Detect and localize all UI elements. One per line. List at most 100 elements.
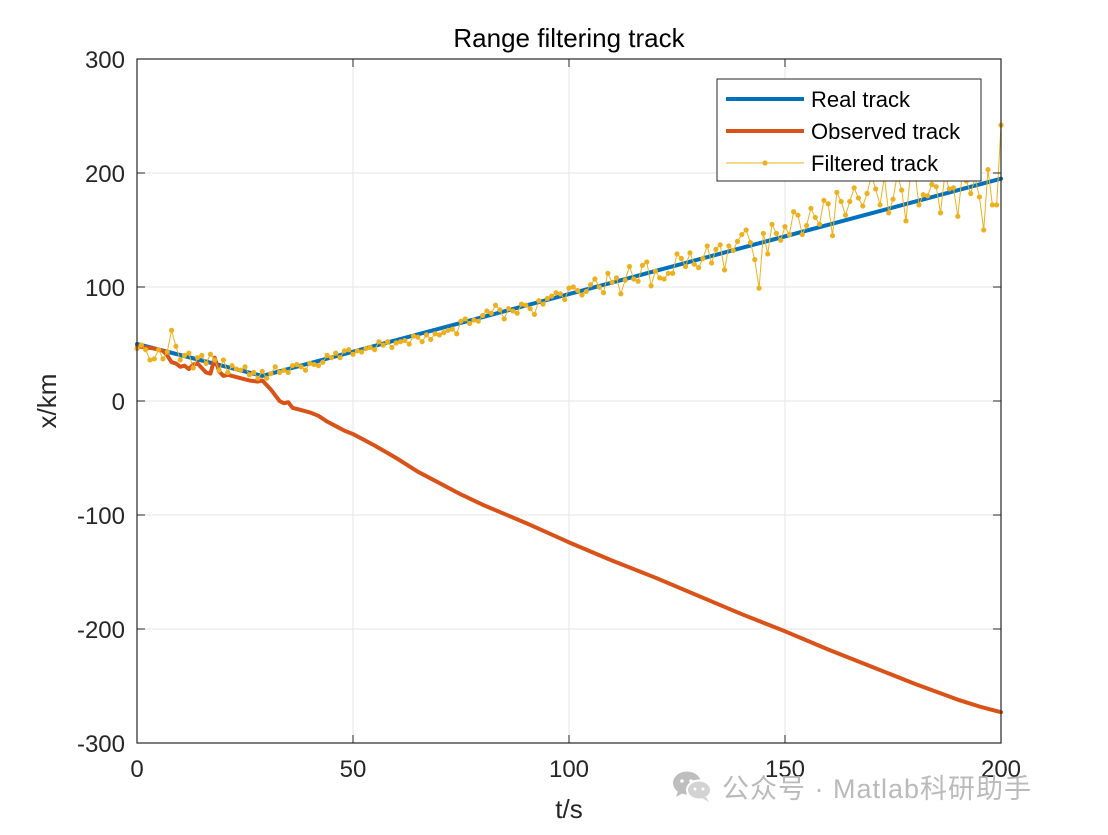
data-point-filtered-track — [847, 198, 853, 205]
x-tick-label: 150 — [765, 756, 805, 783]
data-point-filtered-track — [717, 242, 723, 248]
data-point-filtered-track — [156, 347, 162, 353]
data-point-filtered-track — [804, 222, 810, 229]
data-point-filtered-track — [415, 334, 421, 340]
data-point-filtered-track — [756, 285, 762, 291]
x-tick-label: 200 — [981, 756, 1021, 783]
legend-entry-observed-track: Observed track — [726, 119, 961, 144]
data-point-filtered-track — [376, 339, 382, 345]
tick-marks: 0 50 100 150 200 -300 -200 -100 0 100 200 300 — [77, 47, 1021, 783]
data-point-filtered-track — [229, 363, 235, 369]
data-point-filtered-track — [242, 364, 248, 370]
data-point-filtered-track — [648, 283, 654, 289]
data-point-filtered-track — [233, 366, 239, 372]
data-point-filtered-track — [994, 202, 1000, 208]
data-point-filtered-track — [346, 347, 352, 353]
data-point-filtered-track — [324, 352, 330, 358]
data-point-filtered-track — [527, 306, 533, 312]
data-point-filtered-track — [492, 302, 499, 308]
data-point-filtered-track — [851, 185, 857, 191]
data-point-filtered-track — [566, 285, 572, 291]
data-point-filtered-track — [955, 213, 961, 219]
data-point-filtered-track — [739, 231, 745, 238]
data-point-filtered-track — [726, 243, 732, 249]
legend-label-observed-track: Observed track — [811, 119, 961, 144]
data-point-filtered-track — [968, 190, 974, 197]
y-tick-label: 200 — [85, 161, 125, 188]
legend-entry-filtered-track: Filtered track — [726, 151, 939, 176]
data-point-filtered-track — [743, 227, 749, 233]
data-point-filtered-track — [773, 230, 779, 237]
data-point-filtered-track — [514, 310, 520, 316]
data-point-filtered-track — [674, 251, 680, 257]
data-point-filtered-track — [203, 360, 209, 366]
data-point-filtered-track — [713, 246, 719, 252]
data-point-filtered-track — [747, 239, 754, 246]
data-point-filtered-track — [246, 372, 252, 378]
data-point-filtered-track — [626, 263, 633, 270]
data-point-filtered-track — [393, 340, 399, 346]
data-point-filtered-track — [251, 369, 257, 376]
data-point-filtered-track — [501, 316, 507, 322]
data-point-filtered-track — [410, 333, 417, 339]
data-point-filtered-track — [981, 227, 987, 233]
data-point-filtered-track — [734, 238, 741, 244]
data-point-filtered-track — [838, 198, 844, 205]
data-point-filtered-track — [639, 262, 646, 268]
data-point-filtered-track — [212, 357, 218, 363]
data-point-filtered-track — [402, 337, 408, 344]
data-point-filtered-track — [613, 275, 620, 281]
data-point-filtered-track — [177, 357, 183, 363]
data-point-filtered-track — [886, 210, 892, 216]
data-point-filtered-track — [752, 257, 758, 263]
data-point-filtered-track — [151, 356, 157, 362]
data-point-filtered-track — [769, 221, 775, 227]
data-point-filtered-track — [389, 344, 395, 351]
data-point-filtered-track — [791, 209, 797, 215]
data-point-filtered-track — [644, 259, 650, 265]
data-point-filtered-track — [544, 295, 551, 301]
data-point-filtered-track — [315, 363, 322, 369]
data-point-filtered-track — [359, 349, 365, 355]
x-tick-label: 100 — [549, 756, 589, 783]
data-point-filtered-track — [903, 218, 909, 224]
data-point-filtered-track — [778, 237, 784, 243]
data-point-filtered-track — [622, 277, 628, 283]
data-point-filtered-track — [890, 196, 896, 202]
data-point-filtered-track — [255, 375, 261, 381]
data-point-filtered-track — [834, 189, 840, 195]
data-point-filtered-track — [877, 202, 883, 208]
data-point-filtered-track — [216, 367, 222, 373]
data-point-filtered-track — [600, 290, 607, 296]
data-point-filtered-track — [933, 184, 939, 190]
y-tick-label: -200 — [77, 617, 125, 644]
data-point-filtered-track — [458, 318, 464, 324]
data-point-filtered-track — [829, 233, 836, 239]
series-line-observed-track — [135, 344, 1003, 715]
x-tick-label: 0 — [130, 756, 143, 783]
data-point-filtered-track — [419, 339, 425, 345]
data-point-filtered-track — [510, 308, 516, 314]
data-point-filtered-track — [557, 291, 563, 297]
data-point-filtered-track — [609, 279, 615, 286]
data-point-filtered-track — [302, 367, 309, 373]
data-point-filtered-track — [311, 361, 317, 368]
data-point-filtered-track — [531, 311, 538, 317]
data-point-filtered-track — [985, 166, 991, 173]
data-point-filtered-track — [795, 212, 801, 218]
data-point-filtered-track — [350, 351, 356, 357]
data-point-filtered-track — [238, 367, 244, 373]
data-point-filtered-track — [605, 270, 611, 276]
data-point-filtered-track — [553, 290, 559, 296]
data-point-filtered-track — [920, 192, 926, 198]
data-point-filtered-track — [462, 316, 468, 322]
data-point-filtered-track — [199, 352, 205, 358]
data-point-filtered-track — [320, 359, 326, 365]
data-point-filtered-track — [298, 364, 304, 370]
data-point-filtered-track — [704, 243, 710, 249]
data-point-filtered-track — [181, 352, 188, 358]
data-point-filtered-track — [760, 230, 767, 237]
y-tick-label: -300 — [77, 731, 125, 758]
data-point-filtered-track — [272, 364, 278, 370]
series-filtered-track — [134, 122, 1004, 381]
